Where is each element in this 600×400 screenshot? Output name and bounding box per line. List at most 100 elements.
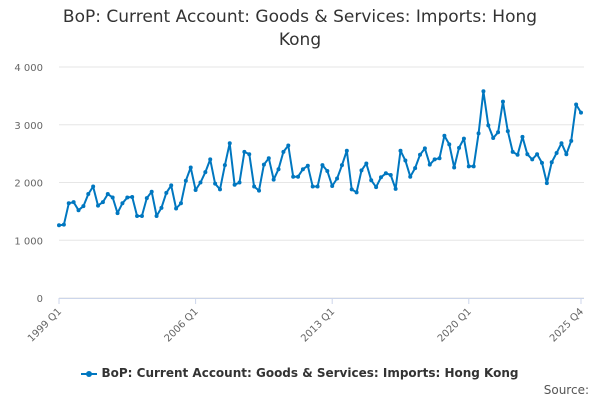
data-point	[232, 182, 237, 187]
data-point	[520, 134, 525, 139]
data-point	[105, 192, 110, 197]
data-point	[574, 102, 579, 107]
data-point	[135, 213, 140, 218]
data-point	[418, 152, 423, 157]
data-point	[539, 160, 544, 165]
data-point	[188, 165, 193, 170]
data-point	[535, 152, 540, 157]
data-point	[461, 136, 466, 141]
data-point	[144, 196, 149, 201]
data-point	[530, 157, 535, 162]
data-point	[257, 188, 262, 193]
data-point	[335, 176, 340, 181]
data-point	[266, 156, 271, 161]
data-point	[66, 201, 71, 206]
data-point	[432, 157, 437, 162]
data-point	[525, 152, 530, 157]
data-point	[349, 187, 354, 192]
data-point	[325, 168, 330, 173]
series-line	[58, 90, 582, 227]
data-point	[354, 190, 359, 195]
data-point	[203, 170, 208, 175]
data-point	[208, 157, 213, 162]
data-point	[413, 166, 418, 171]
data-point	[374, 185, 379, 190]
data-point	[378, 175, 383, 180]
data-point	[569, 138, 574, 143]
data-point	[120, 201, 125, 206]
data-point	[81, 204, 86, 209]
data-point	[57, 223, 61, 228]
data-point	[310, 184, 315, 189]
data-point	[491, 136, 496, 141]
data-point	[169, 183, 174, 188]
data-point	[76, 208, 81, 213]
data-point	[403, 158, 408, 163]
data-point	[261, 162, 266, 167]
data-point	[242, 149, 247, 154]
data-point	[486, 123, 491, 128]
data-point	[237, 180, 242, 185]
data-point	[291, 174, 296, 179]
legend-item[interactable]: BoP: Current Account: Goods & Services: …	[0, 366, 600, 380]
data-point	[476, 131, 481, 136]
x-tick-label: 2025 Q4	[548, 306, 586, 344]
data-point	[442, 133, 447, 138]
data-point	[139, 213, 144, 218]
data-point	[300, 167, 305, 172]
data-point	[457, 145, 462, 150]
data-point	[286, 143, 291, 148]
data-point	[500, 99, 505, 104]
legend-label: BoP: Current Account: Goods & Services: …	[101, 366, 519, 380]
data-point	[359, 168, 364, 173]
data-point	[496, 130, 501, 135]
data-point	[164, 190, 169, 195]
data-point	[549, 160, 554, 165]
data-point	[183, 178, 188, 183]
data-point	[452, 165, 457, 170]
data-point	[71, 200, 76, 205]
y-tick-label: 0	[37, 294, 43, 305]
data-point	[579, 110, 583, 115]
data-point	[344, 148, 349, 153]
y-tick-label: 1 000	[14, 236, 43, 247]
data-point	[544, 181, 549, 186]
legend-line-marker-icon	[81, 370, 98, 377]
data-point	[471, 164, 476, 169]
data-point	[213, 181, 218, 186]
data-point	[130, 194, 135, 199]
y-tick-label: 4 000	[14, 63, 43, 74]
y-tick-label: 2 000	[14, 179, 43, 190]
data-point	[505, 129, 510, 134]
data-point	[481, 89, 486, 94]
data-point	[447, 142, 452, 147]
x-tick-label: 2006 Q1	[163, 306, 201, 344]
data-point	[281, 149, 286, 154]
data-point	[271, 177, 276, 182]
data-point	[149, 189, 154, 194]
data-point	[515, 152, 520, 157]
data-point	[398, 148, 403, 153]
data-point	[564, 152, 569, 157]
data-point	[364, 161, 369, 166]
data-point	[178, 201, 183, 206]
data-point	[554, 151, 559, 156]
data-point	[427, 162, 432, 167]
x-tick-label: 2020 Q1	[436, 306, 474, 344]
data-point	[227, 141, 232, 146]
data-point	[315, 184, 320, 189]
chart-title: BoP: Current Account: Goods & Services: …	[62, 7, 538, 50]
data-point	[96, 203, 101, 208]
data-point	[159, 205, 164, 210]
data-point	[393, 186, 398, 191]
data-point	[408, 174, 413, 179]
data-point	[559, 141, 564, 146]
data-point	[252, 184, 257, 189]
data-point	[115, 211, 120, 216]
data-point	[193, 188, 198, 193]
data-point	[174, 206, 179, 211]
data-point	[369, 178, 374, 183]
data-point	[339, 163, 344, 168]
data-point	[330, 183, 335, 188]
